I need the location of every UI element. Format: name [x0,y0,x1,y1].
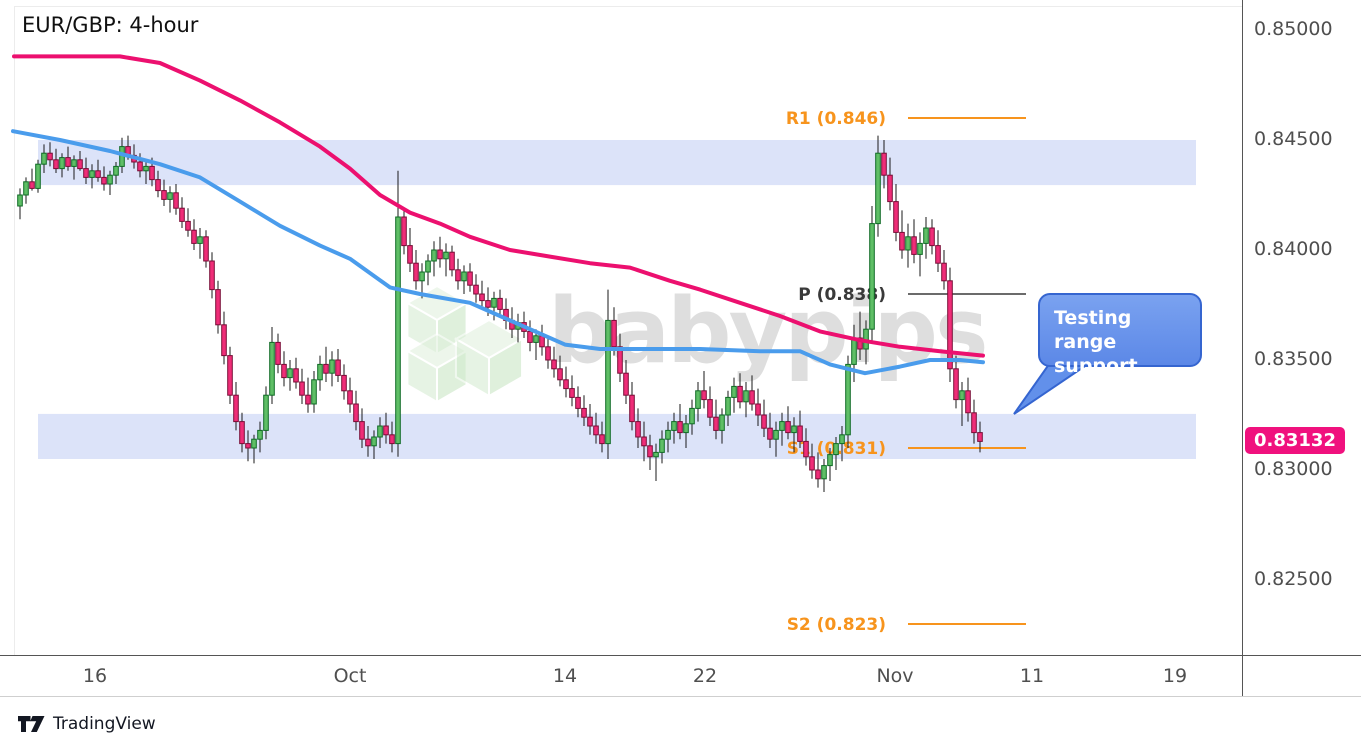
time-axis-label: 14 [552,665,578,687]
time-axis-label: 19 [1162,665,1188,687]
time-axis-label: Nov [876,665,914,687]
support-zone [38,413,1196,459]
price-axis[interactable]: 0.85000 0.84500 0.84000 0.83500 0.83000 0.825… [1242,0,1361,695]
pivot-level-label-P: P (0.838) [798,285,886,305]
chart-plot-frame [14,6,1243,656]
current-price-label: 0.83132 [1245,427,1345,455]
tradingview-logo-icon [18,716,45,732]
ma-line-fast-ma-blue [11,129,985,376]
time-axis-label: 22 [692,665,718,687]
pivot-level-label-S2: S2 (0.823) [787,615,886,635]
axis-corner-divider [1242,656,1243,696]
price-axis-label: 0.84000 [1254,238,1333,260]
price-axis-label: 0.84500 [1254,128,1333,150]
time-axis-label: 16 [82,665,108,687]
price-axis-label: 0.83000 [1254,458,1333,480]
time-axis-label: 11 [1019,665,1045,687]
pivot-level-label-R1: R1 (0.846) [786,109,886,129]
callout-text-line2: support [1054,355,1138,377]
callout-text-line1: Testing range [1054,307,1132,353]
testing-range-support-callout: Testing range support [1038,293,1202,377]
price-axis-label: 0.82500 [1254,568,1333,590]
resistance-zone [38,140,1196,186]
ma-line-slow-ma-pink [12,54,985,358]
price-axis-label: 0.85000 [1254,18,1333,40]
attribution-label: TradingView [53,714,156,734]
time-axis[interactable]: 16 Oct 14 22 Nov 11 19 [0,655,1361,697]
candlestick-series [17,135,983,492]
watermark-cube [453,318,525,398]
price-chart-canvas[interactable]: babypips R1 (0.846)P (0.838)S1 (0.831)S2… [0,0,1242,655]
time-axis-label: Oct [333,665,367,687]
price-axis-label: 0.83500 [1254,348,1333,370]
tradingview-attribution[interactable]: TradingView [18,710,156,738]
page-title: EUR/GBP: 4-hour [22,13,199,37]
